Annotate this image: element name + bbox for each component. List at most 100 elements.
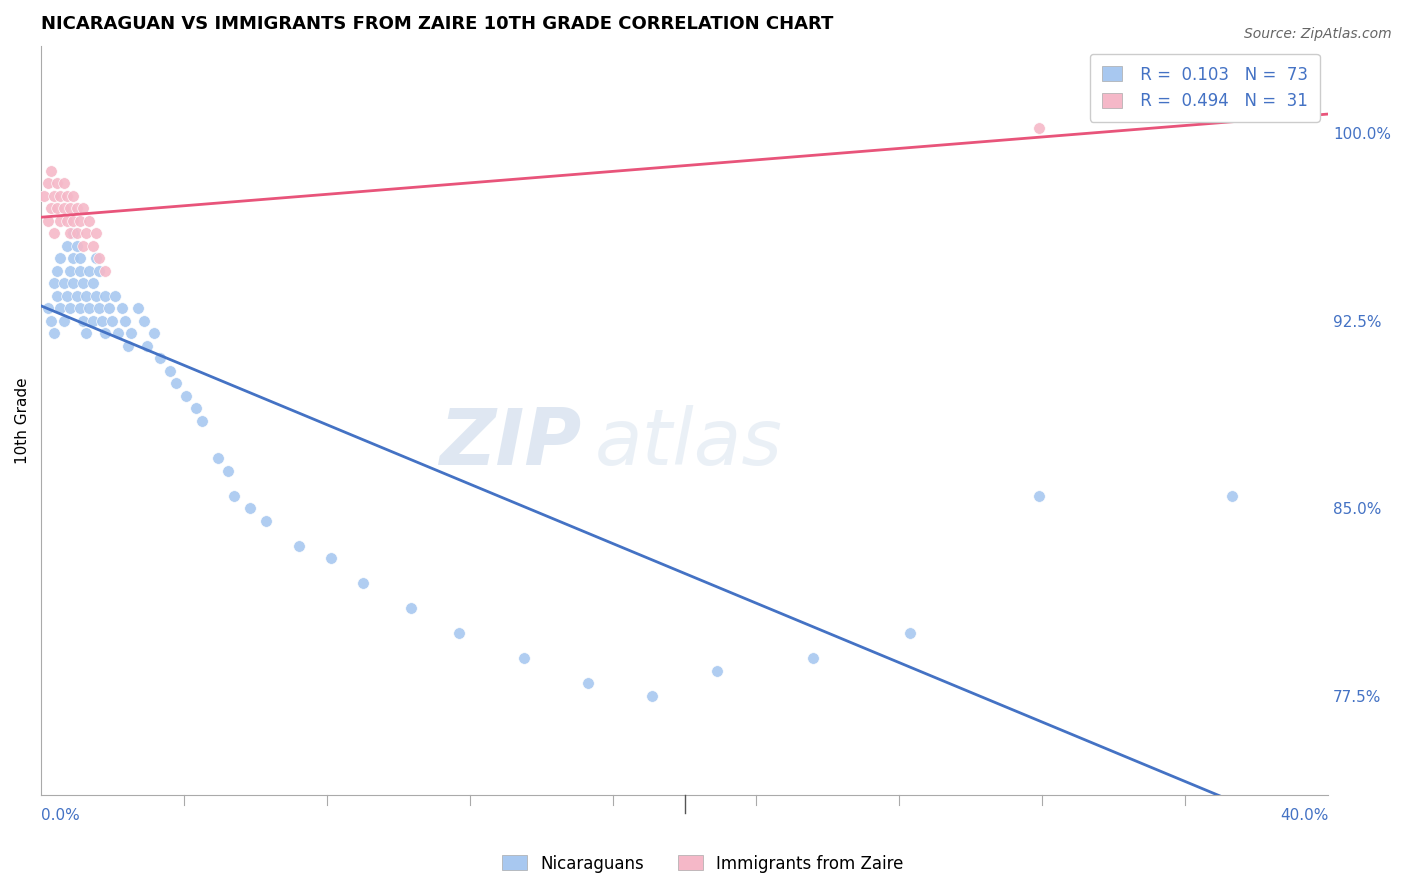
Point (56, 213, 79, 227)
Point (136, 338, 159, 352)
Point (59, 301, 82, 315)
Point (87, 301, 110, 315)
Point (239, 501, 262, 516)
Point (142, 326, 165, 340)
Point (174, 388, 197, 402)
Point (352, 576, 374, 591)
Point (254, 514, 277, 528)
Point (449, 626, 471, 640)
Point (191, 413, 214, 427)
Point (52, 176, 75, 190)
Point (1028, 121, 1050, 136)
Legend:  R =  0.103   N =  73,  R =  0.494   N =  31: R = 0.103 N = 73, R = 0.494 N = 31 (1090, 54, 1320, 121)
Point (37, 176, 59, 190)
Point (97, 301, 120, 315)
Text: atlas: atlas (595, 405, 782, 481)
Point (801, 651, 824, 665)
Point (399, 601, 422, 615)
Point (82, 276, 104, 290)
Y-axis label: 10th Grade: 10th Grade (15, 377, 30, 464)
Point (69, 263, 91, 277)
Point (165, 376, 187, 390)
Point (117, 338, 139, 352)
Point (69, 251, 91, 265)
Point (42, 326, 65, 340)
Point (34, 188, 56, 202)
Point (39, 163, 62, 178)
Point (42, 188, 65, 202)
Point (46, 201, 69, 215)
Point (87, 251, 110, 265)
Point (120, 326, 142, 340)
Point (79, 301, 101, 315)
Point (46, 176, 69, 190)
Point (79, 213, 101, 227)
Point (82, 238, 104, 252)
Point (287, 539, 309, 553)
Point (79, 263, 101, 277)
Point (65, 238, 87, 252)
Point (107, 326, 129, 340)
Point (72, 238, 94, 252)
Point (132, 313, 155, 327)
Point (110, 301, 132, 315)
Point (62, 226, 84, 240)
Point (576, 676, 599, 690)
Point (104, 288, 127, 302)
Point (898, 626, 921, 640)
Point (62, 276, 84, 290)
Point (52, 201, 75, 215)
Point (127, 301, 149, 315)
Point (62, 213, 84, 227)
Point (94, 288, 117, 302)
Text: ZIP: ZIP (440, 405, 582, 481)
Point (59, 226, 82, 240)
Point (69, 301, 91, 315)
Point (75, 288, 97, 302)
Point (84, 251, 107, 265)
Text: 40.0%: 40.0% (1279, 808, 1329, 823)
Point (46, 263, 69, 277)
Text: 0.0%: 0.0% (41, 808, 80, 823)
Point (184, 401, 207, 415)
Point (59, 263, 82, 277)
Point (513, 651, 536, 665)
Text: Source: ZipAtlas.com: Source: ZipAtlas.com (1244, 27, 1392, 41)
Point (75, 326, 97, 340)
Point (42, 276, 65, 290)
Point (56, 188, 79, 202)
Point (1220, 489, 1243, 503)
Point (72, 201, 94, 215)
Point (39, 201, 62, 215)
Point (101, 313, 124, 327)
Point (56, 238, 79, 252)
Point (224, 489, 246, 503)
Point (72, 276, 94, 290)
Point (1028, 489, 1050, 503)
Point (114, 313, 136, 327)
Point (52, 276, 75, 290)
Point (159, 363, 181, 377)
Point (82, 313, 104, 327)
Point (87, 263, 110, 277)
Point (62, 188, 84, 202)
Point (37, 301, 59, 315)
Point (52, 313, 75, 327)
Point (49, 213, 72, 227)
Point (84, 288, 107, 302)
Point (91, 313, 114, 327)
Point (94, 263, 117, 277)
Point (49, 251, 72, 265)
Point (706, 664, 728, 678)
Point (62, 251, 84, 265)
Point (65, 201, 87, 215)
Point (75, 226, 97, 240)
Point (641, 689, 664, 703)
Point (72, 313, 94, 327)
Point (37, 213, 59, 227)
Point (65, 226, 87, 240)
Point (46, 288, 69, 302)
Legend: Nicaraguans, Immigrants from Zaire: Nicaraguans, Immigrants from Zaire (496, 848, 910, 880)
Point (84, 226, 107, 240)
Point (56, 288, 79, 302)
